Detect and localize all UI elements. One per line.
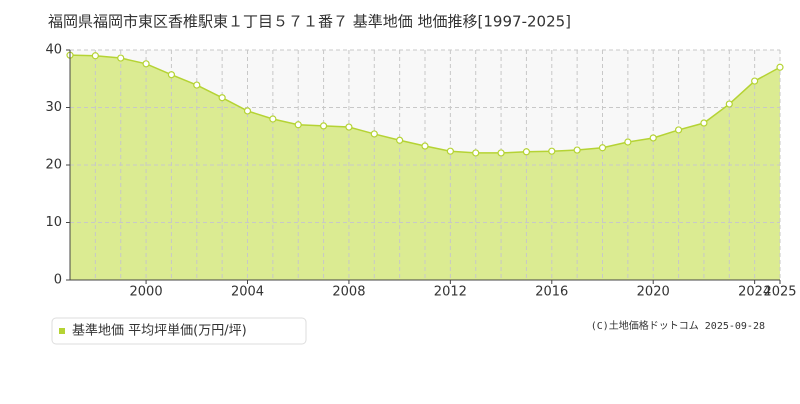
point	[319, 122, 328, 130]
y-tick-label: 10	[45, 215, 62, 230]
point	[497, 149, 505, 157]
x-tick-label: 2016	[535, 285, 568, 300]
point	[167, 71, 176, 79]
point	[674, 126, 683, 134]
point	[649, 134, 657, 142]
point	[624, 138, 632, 146]
point	[751, 77, 759, 85]
legend: 基準地価 平均坪単価(万円/坪)	[51, 317, 307, 345]
point	[370, 130, 378, 138]
point	[142, 60, 150, 68]
point	[345, 123, 353, 131]
y-tick-label: 40	[45, 43, 62, 58]
x-tick-label: 2024	[738, 285, 771, 300]
point	[700, 119, 708, 127]
point	[776, 63, 784, 71]
x-tick-label: 2008	[332, 285, 365, 300]
point	[548, 147, 556, 155]
point	[91, 52, 99, 60]
x-tick-label: 2004	[231, 285, 264, 300]
x-tick-label: 2025	[763, 285, 796, 300]
x-tick-label: 2000	[130, 285, 163, 300]
x-tick-label: 2020	[637, 285, 670, 300]
point	[573, 146, 581, 154]
point	[243, 107, 252, 115]
point	[193, 81, 201, 89]
point	[218, 94, 226, 102]
credit: (C)土地価格ドットコム 2025-09-28	[591, 319, 765, 332]
legend-label: 基準地価 平均坪単価(万円/坪)	[72, 323, 247, 339]
point	[294, 121, 302, 129]
point	[472, 149, 480, 157]
point	[522, 148, 531, 156]
point	[421, 142, 429, 150]
y-tick-label: 0	[54, 273, 62, 288]
point	[269, 115, 277, 123]
legend-box	[51, 317, 307, 345]
x-tick-label: 2012	[434, 285, 467, 300]
point	[598, 144, 607, 152]
chart-title: 福岡県福岡市東区香椎駅東１丁目５７１番７ 基準地価 地価推移[1997-2025…	[48, 13, 571, 31]
point	[117, 54, 125, 62]
y-tick-label: 20	[45, 158, 62, 173]
point	[446, 147, 454, 155]
point	[725, 100, 733, 108]
y-tick-label: 30	[45, 100, 62, 115]
point	[396, 136, 404, 144]
legend-swatch	[59, 328, 65, 334]
